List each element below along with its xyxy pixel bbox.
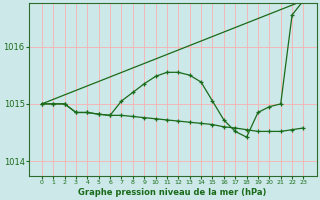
X-axis label: Graphe pression niveau de la mer (hPa): Graphe pression niveau de la mer (hPa)	[78, 188, 267, 197]
